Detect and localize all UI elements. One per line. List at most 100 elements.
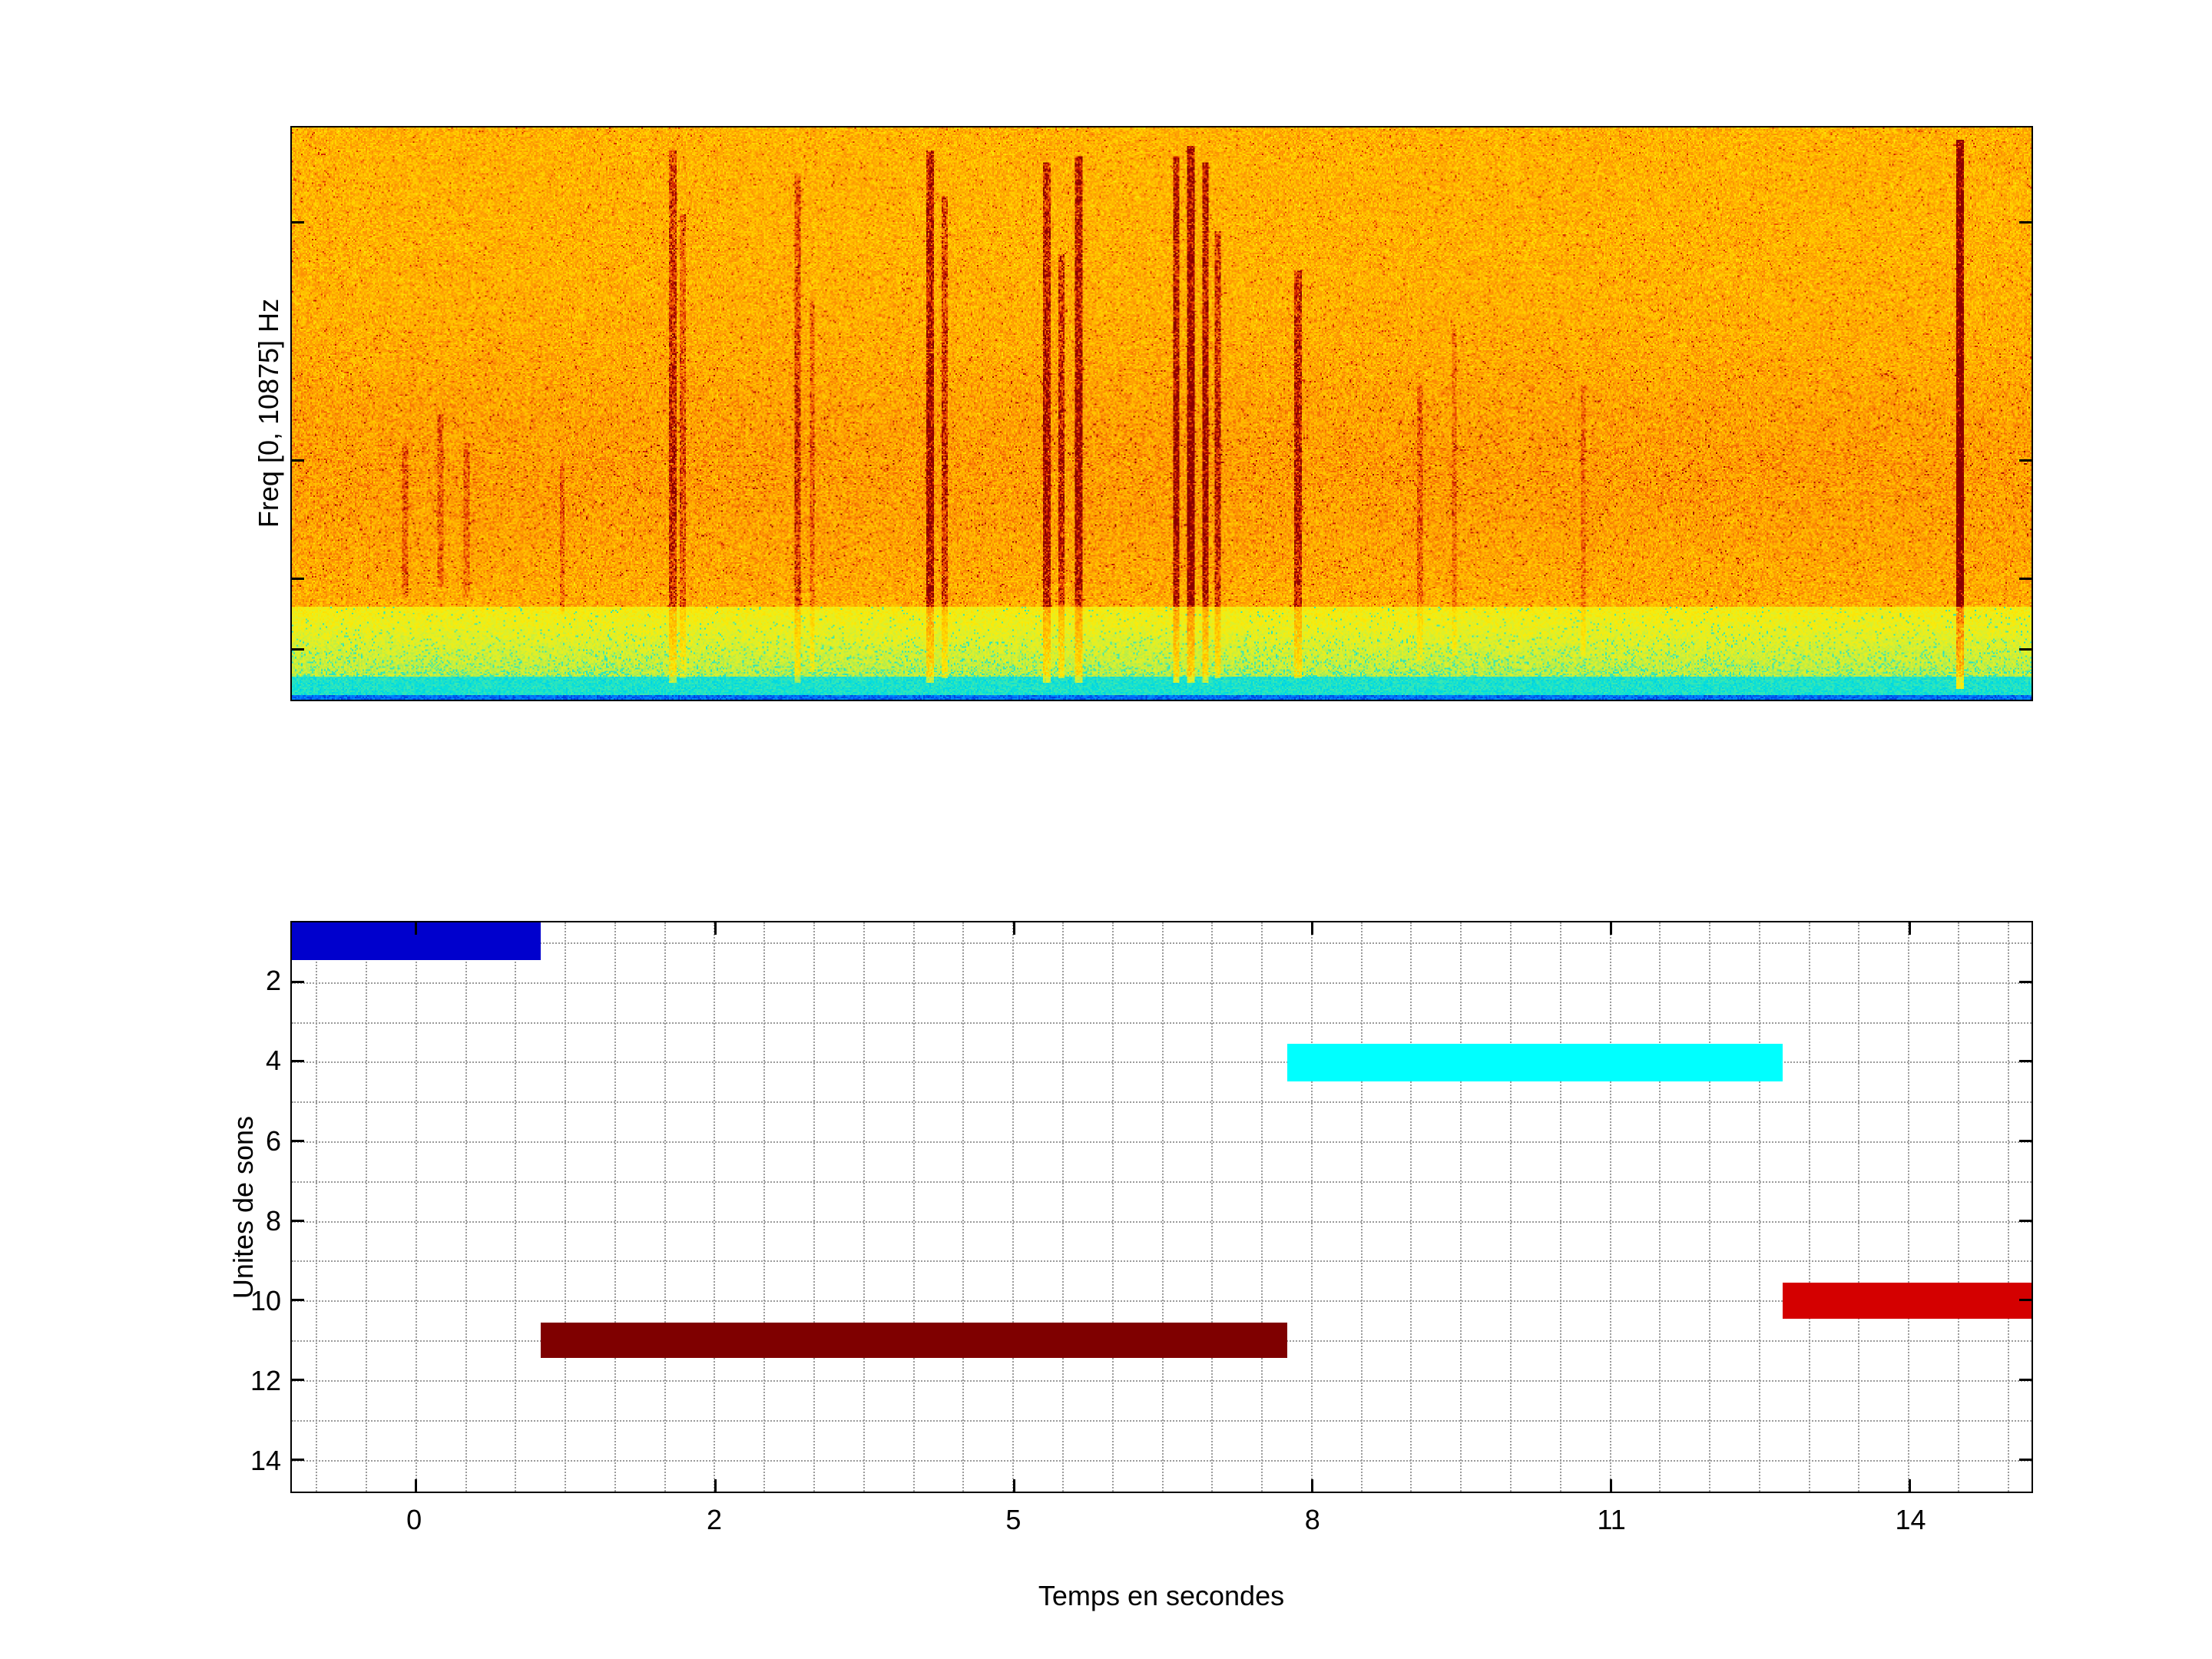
timeline-ytick-label-4: 4	[265, 1045, 281, 1077]
timeline-xtick-label-2: 2	[707, 1504, 723, 1535]
grid-vline-8	[714, 922, 716, 1492]
timeline-ytick-right-5	[2019, 1378, 2032, 1381]
grid-vline-14	[1012, 922, 1015, 1492]
spectrogram-canvas	[292, 127, 2032, 700]
grid-hline-1	[292, 942, 2032, 944]
timeline-xtick-label-14: 14	[1895, 1504, 1926, 1535]
timeline-ytick-right-0	[2019, 980, 2032, 983]
grid-vline-13	[962, 922, 965, 1492]
timeline-ytick-label-12: 12	[250, 1365, 281, 1397]
grid-vline-20	[1310, 922, 1313, 1492]
grid-hline-5	[292, 1101, 2032, 1104]
grid-vline-28	[1709, 922, 1711, 1492]
timeline-ytick-label-2: 2	[265, 965, 281, 997]
grid-vline-16	[1111, 922, 1114, 1492]
timeline-xtick-top-5	[1908, 922, 1911, 935]
timeline-ytick-right-2	[2019, 1139, 2032, 1142]
timeline-xtick-label-0: 0	[406, 1504, 422, 1535]
timeline-ytick-left-1	[292, 1060, 304, 1063]
timeline-xtick-labels: 0 2 5 8 11 14	[290, 1504, 2033, 1538]
grid-vline-30	[1808, 922, 1810, 1492]
timeline-xlabel: Temps en secondes	[1038, 1580, 1285, 1611]
grid-hline-14	[292, 1459, 2032, 1462]
grid-vline-33	[1957, 922, 1959, 1492]
spectrogram-plot	[290, 126, 2033, 701]
grid-vline-25	[1559, 922, 1561, 1492]
timeline-ytick-label-10: 10	[250, 1284, 281, 1316]
timeline-xtick-bottom-1	[714, 1479, 717, 1492]
timeline-ylabel: Unites de sons	[227, 1115, 259, 1300]
grid-vline-0	[316, 922, 318, 1492]
grid-vline-26	[1609, 922, 1611, 1492]
grid-vline-7	[664, 922, 666, 1492]
grid-vline-31	[1858, 922, 1860, 1492]
grid-vline-15	[1061, 922, 1064, 1492]
grid-vline-18	[1211, 922, 1214, 1492]
timeline-xtick-top-2	[1012, 922, 1015, 935]
spectrogram-ytick-right-3	[2019, 648, 2032, 651]
grid-vline-24	[1509, 922, 1512, 1492]
grid-hline-12	[292, 1379, 2032, 1382]
grid-vline-3	[465, 922, 467, 1492]
spectrogram-ytick-right-2	[2019, 577, 2032, 580]
grid-vline-4	[515, 922, 517, 1492]
grid-vline-23	[1460, 922, 1462, 1492]
spectrogram-ytick-left-1	[292, 459, 304, 462]
grid-vline-17	[1161, 922, 1164, 1492]
grid-hline-2	[292, 982, 2032, 984]
sound-unit-10-segment	[1783, 1282, 2032, 1319]
spectrogram-ytick-left-3	[292, 648, 304, 651]
grid-hline-4	[292, 1061, 2032, 1064]
grid-vline-34	[2007, 922, 2009, 1492]
spectrogram-ytick-left-2	[292, 577, 304, 580]
grid-vline-6	[614, 922, 616, 1492]
grid-hline-8	[292, 1220, 2032, 1223]
timeline-ytick-left-4	[292, 1299, 304, 1302]
grid-vline-9	[763, 922, 766, 1492]
grid-vline-19	[1261, 922, 1263, 1492]
timeline-xtick-bottom-3	[1311, 1479, 1314, 1492]
grid-hline-9	[292, 1260, 2032, 1263]
timeline-ytick-right-3	[2019, 1219, 2032, 1222]
spectrogram-ytick-right-1	[2019, 459, 2032, 462]
grid-vline-32	[1908, 922, 1910, 1492]
timeline-ytick-label-8: 8	[265, 1204, 281, 1237]
grid-vline-22	[1410, 922, 1412, 1492]
timeline-xtick-top-0	[414, 922, 417, 935]
grid-vline-27	[1659, 922, 1661, 1492]
grid-hline-10	[292, 1300, 2032, 1303]
sound-unit-11-segment	[540, 1322, 1287, 1359]
grid-hline-6	[292, 1141, 2032, 1143]
timeline-xtick-label-11: 11	[1597, 1504, 1626, 1535]
timeline-xtick-label-8: 8	[1304, 1504, 1320, 1535]
spectrogram-ytick-left-0	[292, 221, 304, 224]
grid-vline-12	[912, 922, 915, 1492]
grid-hline-3	[292, 1022, 2032, 1024]
spectrogram-ylabel: Freq [0, 10875] Hz	[253, 298, 284, 528]
timeline-xtick-top-3	[1311, 922, 1314, 935]
grid-hline-7	[292, 1181, 2032, 1183]
timeline-ytick-left-5	[292, 1378, 304, 1381]
grid-vline-2	[415, 922, 417, 1492]
timeline-xtick-top-4	[1610, 922, 1613, 935]
timeline-ytick-label-14: 14	[250, 1445, 281, 1477]
grid-vline-5	[565, 922, 567, 1492]
timeline-ytick-right-4	[2019, 1299, 2032, 1302]
timeline-xtick-top-1	[714, 922, 717, 935]
timeline-xtick-bottom-2	[1012, 1479, 1015, 1492]
grid-vline-29	[1758, 922, 1760, 1492]
timeline-ytick-left-0	[292, 980, 304, 983]
timeline-ytick-left-3	[292, 1219, 304, 1222]
timeline-xtick-label-5: 5	[1005, 1504, 1022, 1535]
sound-unit-4-segment	[1286, 1044, 1783, 1082]
timeline-ytick-left-6	[292, 1458, 304, 1461]
timeline-ytick-right-1	[2019, 1060, 2032, 1063]
grid-hline-13	[292, 1419, 2032, 1422]
timeline-xtick-bottom-0	[414, 1479, 417, 1492]
timeline-plot	[290, 921, 2033, 1493]
timeline-xtick-bottom-4	[1610, 1479, 1613, 1492]
grid-vline-21	[1360, 922, 1363, 1492]
grid-vline-1	[366, 922, 368, 1492]
grid-vline-10	[813, 922, 816, 1492]
